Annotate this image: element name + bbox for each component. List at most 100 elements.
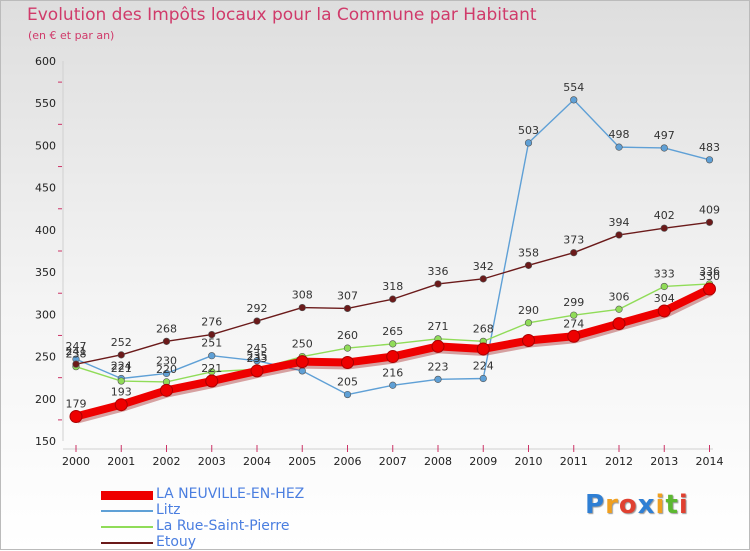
chart-subtitle: (en € et par an) [28,29,115,42]
x-tick-label: 2012 [605,455,633,468]
data-label: 308 [292,289,313,302]
legend-label: Litz [156,502,181,518]
y-tick-label: 200 [35,393,56,406]
data-label: 299 [563,296,584,309]
data-point [114,398,128,412]
data-label: 307 [337,289,358,302]
data-point [343,344,352,352]
x-tick-label: 2005 [288,455,316,468]
data-label: 252 [111,336,132,349]
data-label: 373 [563,234,584,247]
data-point [208,331,216,339]
data-point [205,374,219,388]
y-tick-label: 250 [35,351,56,364]
data-point [72,360,80,368]
data-point [434,375,442,383]
data-label: 216 [382,366,403,379]
data-label: 274 [563,317,584,330]
y-tick-label: 400 [35,224,56,237]
y-tick-label: 350 [35,266,56,279]
data-point [479,374,487,383]
data-label: 276 [201,316,222,329]
proxiti-logo: Proxiti [585,490,689,520]
data-label: 268 [473,322,494,335]
logo-letter: x [637,490,656,520]
data-point [117,377,125,385]
data-label: 220 [156,363,177,376]
logo-letter: o [618,490,638,520]
logo-letter: t [665,490,679,520]
data-labels-layer: 247 224 230 251 245 205 216 223 224 503 554 498 497 4… [66,81,721,411]
data-label: 358 [518,246,539,259]
data-label: 223 [428,360,449,373]
data-point [476,342,490,356]
data-point [160,383,173,397]
data-label: 271 [428,320,449,333]
data-point [253,317,261,325]
legend-swatch [101,526,153,528]
x-tick-label: 2010 [515,455,543,468]
legend-label: Etouy [156,534,197,550]
data-label: 554 [563,81,584,94]
logo-letter: r [605,490,619,520]
x-tick-label: 2000 [62,455,90,468]
data-label: 245 [247,342,268,355]
data-point [343,390,352,399]
data-point [162,369,171,378]
data-label: 497 [654,129,675,142]
data-label: 238 [66,348,87,361]
data-point [705,156,714,164]
data-label: 306 [609,290,630,303]
y-tick-label: 450 [35,182,56,195]
data-point [295,355,309,369]
x-tick-label: 2003 [198,455,226,468]
legend-label: LA NEUVILLE-EN-HEZ [156,486,305,502]
data-label: 233 [247,352,268,365]
data-point [208,352,216,360]
x-tick-label: 2002 [153,455,181,468]
data-point [660,224,668,232]
data-point [570,249,578,257]
data-point [705,218,714,226]
logo-letter: i [678,490,689,520]
data-label: 330 [699,270,720,283]
y-tick-label: 500 [35,139,56,152]
data-label: 342 [473,260,494,273]
data-point [524,139,533,147]
data-label: 409 [699,203,720,216]
x-tick-label: 2001 [107,455,135,468]
data-label: 179 [66,398,87,411]
data-point [615,231,623,239]
data-point [343,304,352,313]
data-label: 304 [654,292,675,305]
data-label: 235 [247,350,268,363]
data-label: 268 [156,322,177,335]
x-tick-label: 2006 [334,455,362,468]
x-tick-label: 2009 [469,455,497,468]
data-point [570,96,578,104]
x-tick-label: 2008 [424,455,452,468]
x-tick-label: 2011 [560,455,588,468]
x-tick-label: 2007 [379,455,407,468]
data-point [479,275,487,283]
data-label: 483 [699,141,720,154]
data-label: 251 [201,337,222,350]
data-label: 224 [473,360,494,373]
data-label: 241 [66,345,87,358]
data-point [703,282,716,296]
data-point [341,355,354,369]
data-point [434,280,442,288]
x-tick-label: 2004 [243,455,271,468]
data-label: 221 [201,362,222,375]
data-point [250,364,264,378]
legend-swatch [101,510,153,512]
data-point [570,311,578,319]
data-label: 503 [518,124,539,137]
data-point [253,357,261,365]
data-point [660,144,668,152]
data-label: 333 [654,267,675,280]
data-label: 193 [111,386,132,399]
data-label: 290 [518,304,539,317]
data-point [162,337,171,345]
